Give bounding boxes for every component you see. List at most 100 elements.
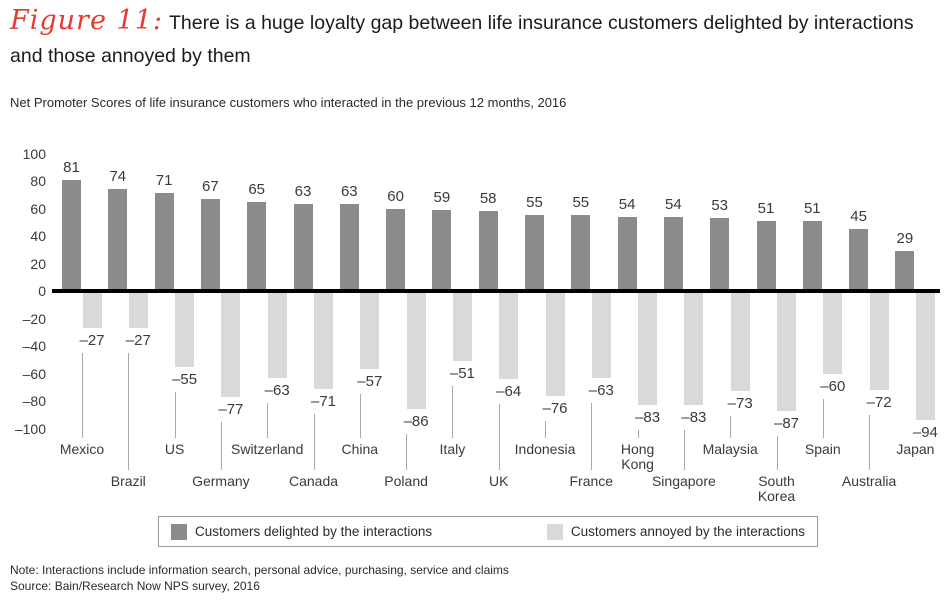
legend-label-annoyed: Customers annoyed by the interactions — [570, 524, 805, 539]
leader-line — [776, 435, 778, 470]
country-label-line: UK — [488, 473, 509, 489]
bar-negative — [360, 291, 380, 370]
country-label: China — [312, 442, 408, 457]
country-label: Germany — [173, 474, 269, 489]
figure-number-label: Figure 11: — [10, 5, 163, 36]
country-label-line: Singapore — [651, 473, 716, 489]
bar-negative — [730, 291, 750, 392]
value-label-negative: –86 — [403, 413, 429, 431]
value-label-negative: –83 — [635, 409, 661, 427]
country-label-line: Australia — [841, 473, 897, 489]
country-label: France — [543, 474, 639, 489]
country-label: Japan — [867, 442, 950, 457]
bar-positive — [62, 179, 81, 291]
country-label: Malaysia — [682, 442, 778, 457]
figure-header: Figure 11: There is a huge loyalty gap be… — [10, 4, 942, 73]
leader-line — [591, 402, 593, 470]
chart-legend: Customers delighted by the interactions … — [158, 516, 818, 547]
figure-title: There is a huge loyalty gap between life… — [10, 12, 914, 67]
value-label-negative: –73 — [727, 395, 753, 413]
value-label-positive: 54 — [618, 195, 636, 213]
y-axis-tick-label: 60 — [30, 200, 46, 217]
bar-negative — [452, 291, 472, 362]
country-label-line: Kong — [621, 456, 654, 472]
bar-negative — [175, 291, 195, 367]
legend-swatch-annoyed — [546, 523, 563, 540]
value-label-negative: –63 — [588, 381, 614, 399]
value-label-negative: –27 — [79, 332, 105, 350]
value-label-positive: 67 — [202, 177, 219, 195]
bar-negative — [823, 291, 843, 374]
value-label-negative: –63 — [264, 381, 290, 399]
y-axis-tick-label: 80 — [30, 173, 46, 189]
value-label-positive: 58 — [479, 190, 497, 208]
bar-negative — [638, 291, 658, 406]
y-axis-tick-label: –60 — [22, 365, 46, 382]
country-label: Brazil — [80, 474, 176, 489]
country-label: Spain — [775, 442, 871, 457]
bar-positive — [293, 204, 313, 291]
bar-positive — [895, 251, 915, 291]
bar-positive — [339, 204, 359, 291]
bar-negative — [591, 291, 611, 378]
y-axis-tick-label: –20 — [22, 310, 46, 327]
value-label-positive: 74 — [109, 168, 127, 186]
bar-negative — [128, 291, 148, 329]
y-axis-tick-label: –80 — [22, 393, 46, 409]
country-label-line: Poland — [384, 473, 428, 489]
bar-positive — [247, 201, 267, 291]
country-label-line: Korea — [757, 488, 796, 504]
legend-item-delighted: Customers delighted by the interactions — [171, 523, 432, 540]
bar-positive — [617, 216, 637, 291]
country-label-line: Brazil — [110, 473, 146, 489]
value-label-positive: 81 — [63, 158, 80, 176]
leader-line — [313, 413, 315, 470]
value-label-positive: 55 — [572, 194, 590, 212]
country-label: US — [127, 442, 223, 457]
country-label-line: Indonesia — [514, 441, 576, 457]
value-label-positive: 60 — [387, 187, 404, 205]
country-label-line: China — [341, 441, 379, 457]
bar-negative — [777, 291, 796, 411]
leader-line — [267, 402, 269, 438]
bar-negative — [221, 291, 241, 397]
y-axis-tick-label: 40 — [30, 228, 46, 244]
country-label: Mexico — [34, 442, 130, 457]
country-label-line: Spain — [804, 441, 841, 457]
leader-line — [498, 404, 500, 470]
bar-negative — [545, 291, 565, 396]
value-label-positive: 51 — [803, 199, 821, 217]
country-label: UK — [451, 474, 547, 489]
country-label-line: Malaysia — [702, 441, 758, 457]
legend-item-annoyed: Customers annoyed by the interactions — [546, 523, 805, 540]
value-label-positive: 55 — [526, 194, 543, 212]
bar-positive — [200, 198, 220, 291]
value-label-negative: –57 — [357, 373, 383, 391]
leader-line — [82, 353, 83, 438]
value-label-negative: –77 — [218, 400, 244, 418]
bar-positive — [108, 189, 128, 291]
value-label-positive: 65 — [248, 180, 266, 198]
value-label-positive: 45 — [850, 208, 867, 226]
bar-positive — [386, 208, 406, 291]
country-label-line: US — [164, 441, 185, 457]
leader-line — [452, 386, 454, 438]
value-label-negative: –72 — [866, 394, 892, 411]
bar-negative — [684, 291, 704, 406]
bar-positive — [756, 220, 776, 291]
value-label-negative: –60 — [820, 377, 846, 395]
leader-line — [869, 415, 871, 470]
value-label-negative: –55 — [172, 370, 198, 388]
country-label-line: Italy — [439, 441, 466, 457]
bar-negative — [869, 291, 889, 390]
y-axis-tick-label: –100 — [14, 420, 46, 437]
footer-source: Source: Bain/Research Now NPS survey, 20… — [10, 579, 260, 593]
leader-line — [359, 394, 361, 438]
country-label: Switzerland — [219, 442, 315, 457]
leader-line — [220, 421, 222, 470]
country-label: Singapore — [636, 474, 732, 489]
bar-positive — [432, 209, 452, 291]
chart-subtitle: Net Promoter Scores of life insurance cu… — [10, 95, 567, 110]
value-label-positive: 53 — [711, 197, 729, 215]
leader-line — [637, 430, 639, 438]
